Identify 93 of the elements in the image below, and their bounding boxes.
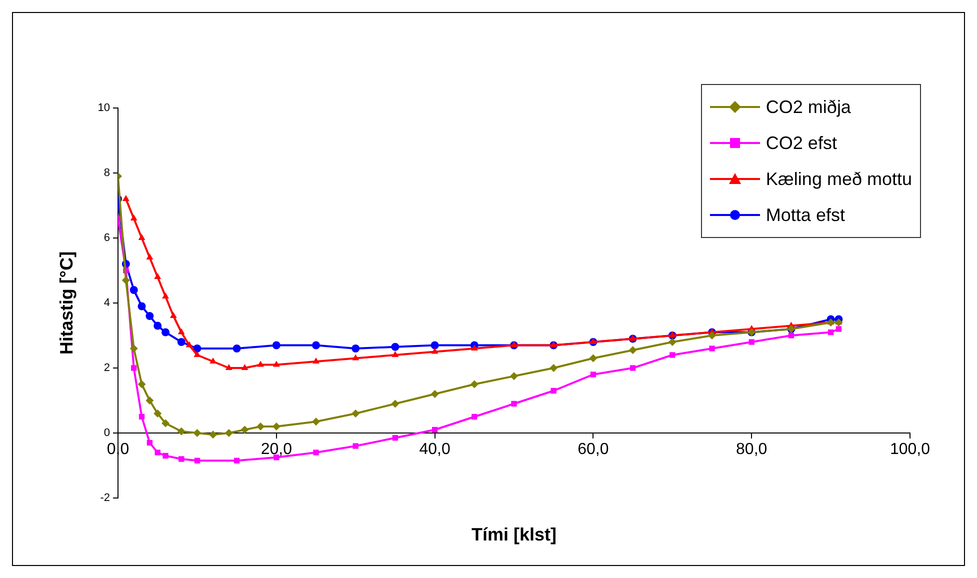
y-tick-label: 8 [104,167,110,180]
point [241,364,248,370]
point [122,276,130,284]
y-tick-label: 2 [104,362,110,374]
point [510,372,518,380]
point [836,326,842,332]
point [209,430,218,439]
point [130,286,138,294]
point [193,429,202,437]
point [472,414,478,420]
point [313,450,319,456]
point [432,426,438,433]
point [312,358,320,364]
point [312,341,320,350]
point [628,346,637,354]
y-tick-label: 4 [104,297,110,310]
x-tick-label: 80,0 [736,441,768,458]
point [589,354,598,362]
point [352,344,360,352]
x-tick-label: 40,0 [419,441,450,458]
point [828,329,834,336]
point [272,341,280,350]
point [470,344,478,350]
y-tick-label: 0 [104,427,110,440]
x-tick-label: 20,0 [260,441,292,458]
point [392,435,398,441]
point [146,254,154,260]
point [146,396,154,404]
point [550,388,556,394]
point [312,418,320,426]
point [154,410,162,418]
point [550,364,558,372]
y-axis-title: Hitastig [°C] [56,251,78,355]
point [225,364,232,370]
point [146,440,153,446]
point [162,328,170,336]
point [352,410,360,418]
point [668,338,676,346]
point [162,419,170,428]
point [748,339,754,345]
x-tick-label: 100,0 [890,441,930,458]
point [352,354,360,360]
point [511,400,517,407]
legend-label: Motta efst [766,204,845,226]
point [709,346,715,352]
y-tick-label: 6 [104,232,110,244]
point [130,344,138,352]
point [234,458,240,464]
point [138,380,146,388]
x-tick-label: 60,0 [578,441,609,458]
legend-label: CO2 efst [766,132,837,154]
point [178,328,185,334]
point [162,292,169,298]
y-tick-label: -2 [100,492,110,504]
point [224,429,233,437]
point [788,332,794,338]
point [431,348,438,354]
legend-label: CO2 miðja [766,96,851,118]
point [138,414,145,420]
point [630,365,636,371]
legend-label: Kæling með mottu [766,168,912,190]
point [670,352,676,358]
point [590,372,596,378]
point [177,338,186,346]
x-axis-title: Tími [klst] [471,524,557,546]
point [430,390,439,398]
point [170,312,177,318]
point [430,341,439,350]
point [154,322,162,330]
y-tick-label: 10 [98,102,110,114]
point [162,452,168,459]
point [391,342,400,351]
point [708,332,716,340]
point [122,195,130,201]
point [130,214,138,220]
point [240,426,249,434]
point [154,273,162,279]
point [186,341,193,348]
point [131,365,137,371]
point [470,380,478,388]
point [154,450,160,456]
point [178,456,184,462]
point [352,443,358,449]
point [194,458,200,464]
point [391,400,400,408]
point [177,427,186,436]
point [138,302,146,310]
point [257,360,264,367]
point [138,234,146,240]
point [392,351,399,357]
point [232,344,241,352]
point [272,360,280,367]
point [146,312,154,320]
